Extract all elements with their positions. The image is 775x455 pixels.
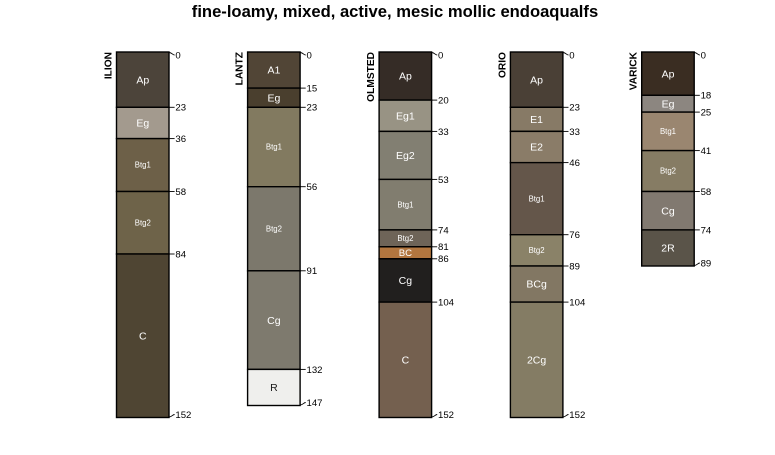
svg-text:Btg1: Btg1 [397,200,413,209]
svg-text:Cg: Cg [661,205,675,217]
svg-text:LANTZ: LANTZ [235,52,246,85]
svg-text:76: 76 [569,230,580,241]
svg-text:25: 25 [701,107,712,118]
svg-text:0: 0 [569,50,574,61]
svg-text:152: 152 [175,410,191,421]
svg-text:89: 89 [701,258,712,269]
svg-text:C: C [402,354,410,366]
svg-text:89: 89 [569,261,580,272]
svg-text:23: 23 [175,103,186,114]
svg-text:0: 0 [438,50,443,61]
svg-text:Ap: Ap [136,74,149,86]
svg-text:2Cg: 2Cg [527,354,546,366]
svg-text:84: 84 [175,249,186,260]
svg-text:Eg: Eg [662,98,675,110]
svg-text:Btg2: Btg2 [660,167,676,176]
svg-text:81: 81 [438,242,449,253]
svg-text:86: 86 [438,254,449,265]
svg-text:104: 104 [438,297,455,308]
svg-text:147: 147 [307,398,323,409]
svg-text:53: 53 [438,175,449,186]
svg-text:Btg1: Btg1 [266,143,282,152]
svg-text:ORIO: ORIO [497,52,508,78]
svg-text:23: 23 [569,103,580,114]
svg-text:Eg1: Eg1 [396,110,415,122]
svg-text:Btg1: Btg1 [529,194,545,203]
svg-text:20: 20 [438,95,449,106]
svg-text:Btg1: Btg1 [660,127,676,136]
svg-text:91: 91 [307,266,318,277]
svg-text:BC: BC [399,248,412,259]
svg-text:Ap: Ap [662,68,675,80]
svg-text:152: 152 [438,410,454,421]
svg-text:Ap: Ap [399,71,412,83]
svg-text:74: 74 [701,225,712,236]
svg-text:33: 33 [438,127,449,138]
svg-text:41: 41 [701,146,712,157]
svg-text:VARICK: VARICK [629,51,640,90]
svg-text:0: 0 [701,50,706,61]
svg-text:ILION: ILION [104,52,115,79]
svg-text:132: 132 [307,365,323,376]
svg-text:Btg2: Btg2 [397,234,413,243]
svg-text:46: 46 [569,158,580,169]
svg-text:23: 23 [307,103,318,114]
svg-text:E1: E1 [530,114,543,126]
svg-text:Btg2: Btg2 [135,218,151,227]
svg-text:Cg: Cg [267,315,281,327]
svg-text:Eg: Eg [267,92,280,104]
svg-text:Cg: Cg [399,275,413,287]
svg-text:A1: A1 [267,65,280,77]
svg-text:0: 0 [307,50,312,61]
svg-text:56: 56 [307,182,318,193]
svg-text:18: 18 [701,91,712,102]
svg-text:33: 33 [569,127,580,138]
svg-text:fine-loamy, mixed, active, mes: fine-loamy, mixed, active, mesic mollic … [192,2,598,21]
svg-text:C: C [139,330,147,342]
svg-text:Btg2: Btg2 [529,246,545,255]
svg-text:OLMSTED: OLMSTED [366,52,377,102]
svg-text:Btg1: Btg1 [135,161,151,170]
svg-text:36: 36 [175,134,186,145]
svg-text:E2: E2 [530,142,543,154]
svg-text:2R: 2R [661,243,675,255]
svg-text:R: R [270,382,278,394]
svg-text:104: 104 [569,297,586,308]
svg-text:15: 15 [307,83,318,94]
svg-text:152: 152 [569,410,585,421]
svg-text:58: 58 [175,187,186,198]
svg-text:58: 58 [701,187,712,198]
svg-text:Eg2: Eg2 [396,150,415,162]
svg-text:74: 74 [438,225,449,236]
svg-text:BCg: BCg [526,279,547,291]
svg-text:Btg2: Btg2 [266,224,282,233]
svg-text:Ap: Ap [530,74,543,86]
svg-text:Eg: Eg [136,118,149,130]
svg-text:0: 0 [175,50,180,61]
